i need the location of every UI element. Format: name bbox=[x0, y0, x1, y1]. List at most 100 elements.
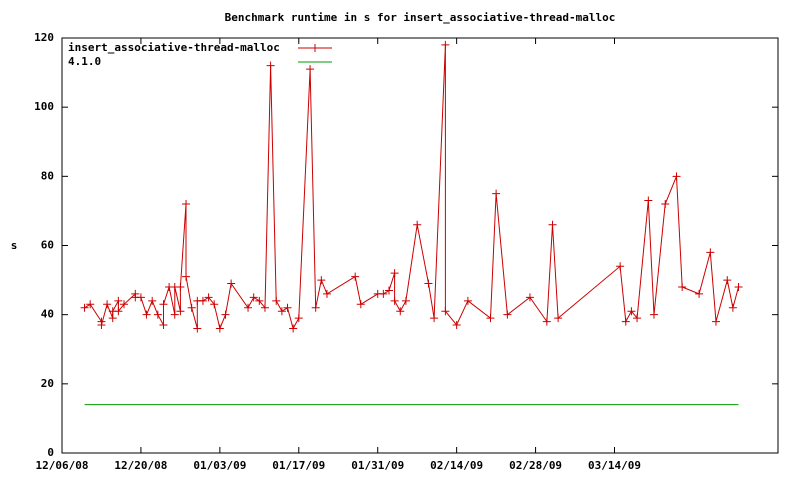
data-point bbox=[621, 317, 630, 326]
data-point bbox=[114, 296, 123, 305]
data-point bbox=[542, 317, 551, 326]
data-point bbox=[215, 324, 224, 333]
x-tick-label: 12/06/08 bbox=[36, 459, 89, 472]
data-point bbox=[187, 303, 196, 312]
x-tick-label: 03/14/09 bbox=[588, 459, 641, 472]
plot-frame bbox=[61, 37, 779, 454]
data-point bbox=[616, 262, 625, 271]
x-tick-label: 01/31/09 bbox=[351, 459, 404, 472]
data-point bbox=[554, 314, 563, 323]
data-point bbox=[463, 296, 472, 305]
data-point bbox=[159, 300, 168, 309]
y-tick-label: 100 bbox=[34, 100, 54, 113]
y-tick-label: 60 bbox=[41, 239, 54, 252]
data-point bbox=[283, 303, 292, 312]
data-point bbox=[289, 324, 298, 333]
data-point bbox=[306, 65, 315, 74]
data-point bbox=[661, 200, 670, 208]
data-point bbox=[97, 321, 106, 330]
y-tick-label: 0 bbox=[47, 446, 54, 459]
data-point bbox=[142, 310, 151, 319]
data-point bbox=[390, 296, 399, 305]
data-point bbox=[723, 276, 732, 285]
data-point bbox=[260, 303, 269, 312]
data-point bbox=[227, 279, 236, 288]
data-point bbox=[114, 307, 123, 316]
data-point bbox=[351, 272, 360, 281]
data-point bbox=[424, 279, 433, 288]
data-point bbox=[649, 310, 658, 319]
legend-label: 4.1.0 bbox=[68, 55, 101, 68]
y-axis-label: s bbox=[11, 239, 18, 252]
data-point bbox=[672, 172, 681, 181]
data-point bbox=[486, 314, 495, 323]
data-point bbox=[244, 303, 253, 312]
data-point bbox=[711, 317, 720, 326]
x-tick-label: 01/03/09 bbox=[193, 459, 246, 472]
data-point bbox=[159, 321, 168, 330]
data-point bbox=[266, 61, 275, 70]
data-point bbox=[277, 307, 286, 316]
data-point bbox=[176, 283, 185, 291]
data-point bbox=[503, 310, 512, 319]
data-point bbox=[204, 293, 213, 302]
data-point bbox=[401, 296, 410, 305]
legend-marker bbox=[311, 44, 319, 52]
data-point bbox=[80, 303, 89, 312]
data-point bbox=[182, 272, 191, 281]
data-point bbox=[644, 196, 653, 205]
x-tick-label: 12/20/08 bbox=[114, 459, 167, 472]
data-point bbox=[492, 189, 501, 198]
data-point bbox=[176, 307, 185, 316]
data-point bbox=[441, 307, 450, 316]
y-tick-label: 80 bbox=[41, 169, 54, 182]
data-point bbox=[317, 276, 326, 285]
data-point bbox=[198, 296, 207, 305]
data-point bbox=[193, 324, 202, 333]
data-point bbox=[379, 289, 388, 298]
data-point bbox=[452, 321, 461, 330]
data-point bbox=[103, 300, 112, 309]
data-point bbox=[525, 293, 534, 302]
x-tick-label: 02/14/09 bbox=[430, 459, 483, 472]
data-point bbox=[734, 283, 743, 291]
data-point bbox=[322, 289, 331, 298]
data-point bbox=[706, 248, 715, 257]
data-point bbox=[413, 220, 422, 229]
data-point bbox=[390, 269, 399, 278]
data-point bbox=[311, 303, 320, 312]
data-point bbox=[633, 314, 642, 323]
y-tick-label: 20 bbox=[41, 377, 54, 390]
data-point bbox=[396, 307, 405, 316]
y-tick-label: 120 bbox=[34, 31, 54, 44]
chart-title: Benchmark runtime in s for insert_associ… bbox=[225, 11, 616, 24]
data-point bbox=[210, 300, 219, 309]
data-point bbox=[255, 296, 264, 305]
data-point bbox=[384, 286, 393, 295]
legend-label: insert_associative-thread-malloc bbox=[68, 41, 280, 54]
data-point bbox=[221, 310, 230, 319]
data-point bbox=[548, 220, 557, 229]
data-point bbox=[272, 296, 281, 305]
data-point bbox=[148, 296, 157, 305]
data-point bbox=[356, 300, 365, 309]
data-point bbox=[136, 293, 145, 302]
data-point bbox=[86, 300, 95, 309]
data-point bbox=[120, 300, 129, 309]
data-point bbox=[170, 310, 179, 319]
y-tick-label: 40 bbox=[41, 308, 54, 321]
data-point bbox=[294, 314, 303, 323]
data-point bbox=[430, 314, 439, 323]
x-tick-label: 01/17/09 bbox=[272, 459, 325, 472]
data-point bbox=[627, 307, 636, 316]
data-point bbox=[108, 314, 117, 323]
data-point bbox=[695, 289, 704, 298]
x-tick-label: 02/28/09 bbox=[509, 459, 562, 472]
data-point bbox=[678, 283, 687, 291]
data-point bbox=[441, 40, 450, 49]
series-line bbox=[84, 44, 739, 331]
data-point bbox=[728, 303, 737, 312]
data-point bbox=[249, 293, 258, 302]
data-point bbox=[153, 310, 162, 319]
data-point bbox=[182, 200, 191, 208]
